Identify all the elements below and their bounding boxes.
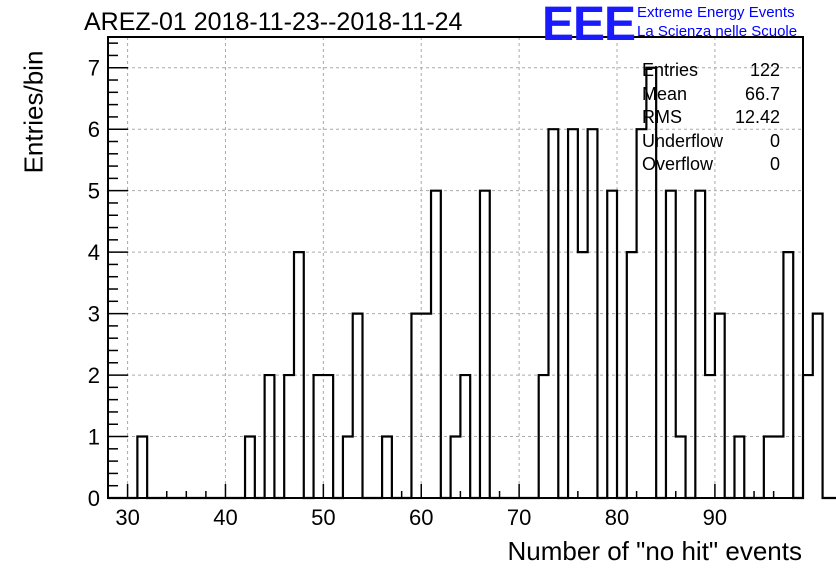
y-tick-label: 2 — [88, 363, 100, 388]
stat-value: 122 — [749, 60, 780, 80]
x-axis-label: Number of "no hit" events — [507, 536, 803, 566]
x-tick-label: 50 — [311, 505, 335, 530]
stat-label: Mean — [642, 83, 688, 104]
logo-line-1: Extreme Energy Events — [637, 4, 795, 21]
stat-mean: Mean 66.7 — [642, 83, 780, 107]
stat-value: 12.42 — [734, 107, 780, 127]
y-tick-label: 1 — [88, 425, 100, 450]
histogram-series — [108, 66, 836, 500]
stat-value: 0 — [769, 130, 780, 151]
y-tick-label: 3 — [88, 302, 100, 327]
stat-entries: Entries 122 — [642, 59, 780, 83]
x-tick-label: 30 — [115, 505, 139, 530]
eee-logo: EEE — [542, 0, 636, 51]
x-axis: 30 40 50 60 70 80 90 — [107, 484, 794, 530]
y-axis: 0 1 2 3 4 5 6 7 — [88, 42, 128, 511]
x-tick-label: 70 — [507, 505, 531, 530]
stat-value: 66.7 — [744, 83, 780, 104]
stat-label: Entries — [642, 60, 699, 80]
stat-overflow: Overflow 0 — [642, 153, 780, 177]
eee-logo-caption: Extreme Energy Events La Scienza nelle S… — [637, 3, 797, 41]
stat-label: Overflow — [642, 154, 714, 174]
stat-underflow: Underflow 0 — [642, 130, 780, 154]
y-tick-label: 4 — [88, 240, 100, 265]
stat-rms: RMS 12.42 — [642, 106, 780, 130]
x-tick-label: 40 — [213, 505, 237, 530]
stat-label: Underflow — [642, 130, 724, 151]
x-tick-label: 80 — [605, 505, 629, 530]
logo-line-2: La Scienza nelle Scuole — [637, 23, 798, 40]
grid-lines — [108, 37, 803, 498]
y-axis-label: Entries/bin — [18, 50, 49, 174]
y-tick-label: 7 — [88, 56, 100, 81]
y-tick-label: 5 — [88, 179, 100, 204]
plot-frame — [107, 36, 804, 499]
stats-box: Entries 122 Mean 66.7 RMS 12.42 Underflo… — [642, 59, 780, 177]
chart-title: AREZ-01 2018-11-23--2018-11-24 — [84, 8, 463, 36]
x-tick-label: 60 — [409, 505, 433, 530]
stat-label: RMS — [642, 107, 682, 127]
y-tick-label: 6 — [88, 117, 100, 142]
stat-value: 0 — [769, 154, 780, 174]
y-tick-label: 0 — [88, 486, 100, 511]
x-tick-label: 90 — [703, 505, 727, 530]
